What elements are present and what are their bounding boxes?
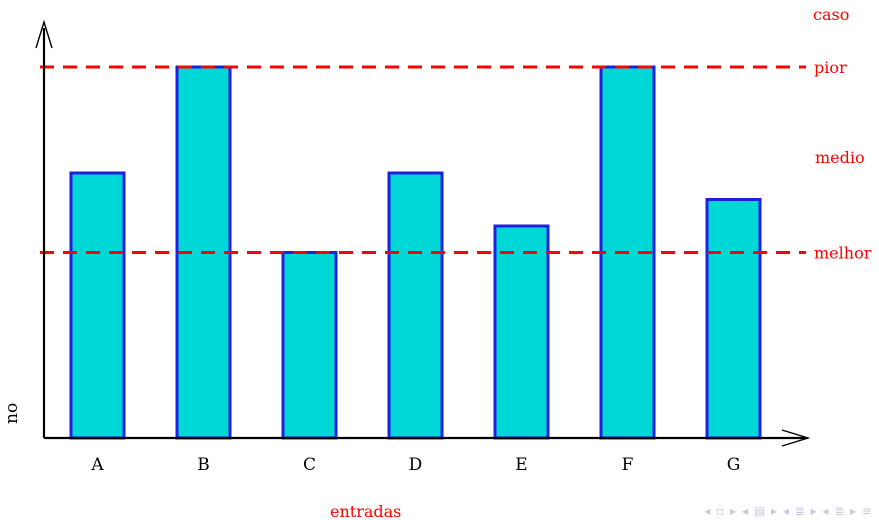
x-axis-arrow (781, 429, 811, 447)
bars-group (69, 65, 762, 440)
tick-label-B: B (197, 455, 210, 475)
tick-label-F: F (622, 455, 634, 475)
reference-lines-group (40, 65, 806, 254)
tick-label-A: A (90, 455, 104, 475)
tick-labels-group: A B C D E F G (90, 455, 740, 475)
tick-label-C: C (303, 455, 316, 475)
reference-label-melhor: melhor (814, 244, 872, 263)
navigation-controls-icon: ◂ ▫ ▸ ◂ ▤ ▸ ◂ ≣ ▸ ◂ ≣ ▸ ≡ (704, 504, 873, 518)
bar-C (281, 251, 338, 440)
x-axis-label: entradas (330, 502, 401, 520)
y-axis-label: no (2, 403, 22, 424)
bar-G (705, 198, 762, 440)
axes-group (35, 19, 811, 447)
annotation-medio: medio (815, 148, 865, 167)
tick-label-E: E (515, 455, 527, 475)
legend-title: caso (813, 5, 849, 24)
tick-label-G: G (727, 455, 741, 475)
bar-A (69, 171, 126, 440)
y-axis-arrow (35, 19, 53, 49)
bar-E (493, 224, 550, 440)
reference-label-pior: pior (814, 58, 847, 77)
tick-label-D: D (409, 455, 423, 475)
reference-labels-group: pior melhor (814, 58, 872, 263)
bar-D (387, 171, 444, 440)
